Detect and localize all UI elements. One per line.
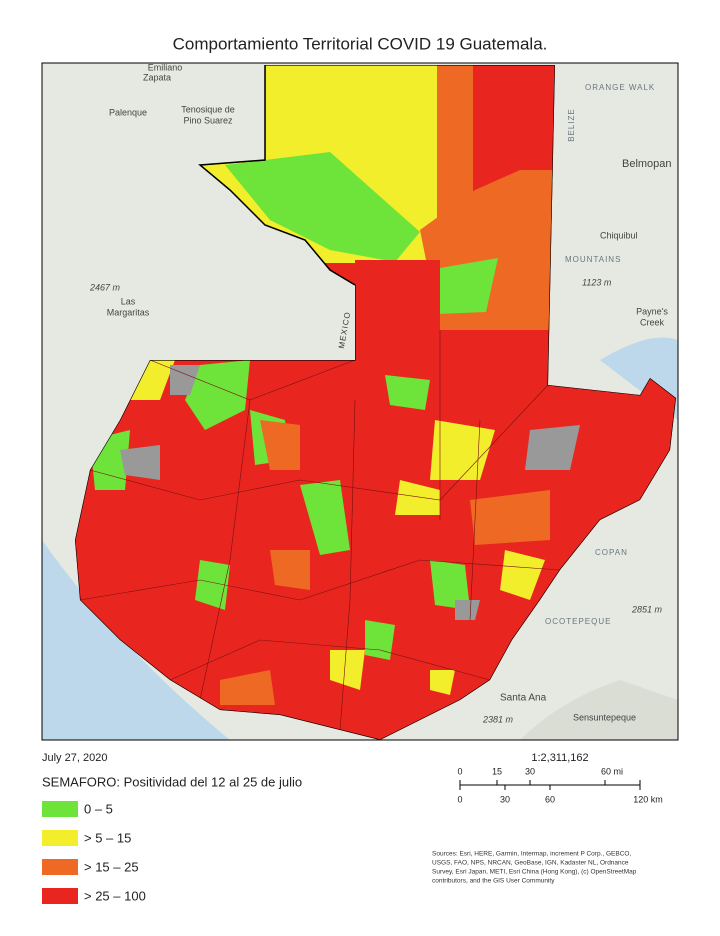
- region: [185, 360, 250, 430]
- scale-label: 15: [492, 766, 502, 776]
- no-data: [455, 600, 480, 620]
- place-label: Margaritas: [107, 307, 150, 317]
- place-label: Santa Ana: [500, 693, 547, 704]
- region: [430, 420, 495, 480]
- title: Comportamiento Territorial COVID 19 Guat…: [173, 34, 548, 53]
- region: [500, 550, 545, 600]
- region: [220, 670, 275, 705]
- place-label: BELIZE: [567, 108, 576, 142]
- scale-bar: 0 15 30 60 mi 0 30 60 120 km: [457, 766, 662, 804]
- region: [438, 258, 498, 314]
- legend-swatch: [42, 830, 78, 846]
- date: July 27, 2020: [42, 752, 107, 764]
- legend-title: SEMAFORO: Positividad del 12 al 25 de ju…: [42, 774, 302, 789]
- map: Emiliano Zapata Palenque Tenosique de Pi…: [42, 62, 678, 740]
- legend-label: 0 – 5: [84, 801, 113, 816]
- place-label: OCOTEPEQUE: [545, 617, 611, 626]
- place-label: 2851 m: [631, 604, 663, 614]
- place-label: Chiquibul: [600, 230, 638, 240]
- no-data: [120, 445, 160, 480]
- place-label: Pino Suarez: [183, 115, 233, 125]
- sources: Sources: Esri, HERE, Garmin, Intermap, i…: [432, 851, 631, 858]
- place-label: MOUNTAINS: [565, 255, 621, 264]
- region: [365, 620, 395, 660]
- sources: USGS, FAO, NPS, NRCAN, GeoBase, IGN, Kad…: [432, 860, 629, 867]
- region: [395, 480, 440, 515]
- scale-label: 60: [545, 794, 555, 804]
- place-label: Creek: [640, 317, 665, 327]
- place-label: 2381 m: [482, 714, 514, 724]
- legend-swatch: [42, 859, 78, 875]
- salvador: [520, 680, 678, 740]
- legend-label: > 25 – 100: [84, 888, 146, 903]
- no-data: [170, 365, 200, 395]
- place-label: 1123 m: [582, 277, 612, 287]
- scale-label: 60 mi: [601, 766, 623, 776]
- place-label: Las: [121, 296, 136, 306]
- region: [430, 560, 470, 610]
- place-label: Sensuntepeque: [573, 712, 636, 722]
- region: [355, 260, 440, 360]
- region: [330, 650, 365, 690]
- sources: contributors, and the GIS User Community: [432, 878, 555, 885]
- scale-label: 0: [457, 766, 462, 776]
- scale-label: 30: [500, 794, 510, 804]
- place-label: Emiliano: [148, 62, 183, 72]
- map-frame: [41, 62, 679, 741]
- region: [130, 360, 175, 400]
- place-label: ORANGE WALK: [585, 83, 655, 92]
- scale-label: 30: [525, 766, 535, 776]
- place-label: Zapata: [143, 72, 171, 82]
- legend-label: > 5 – 15: [84, 830, 131, 845]
- region: [430, 670, 455, 695]
- ocean: [42, 540, 230, 740]
- sources: Survey, Esri Japan, METI, Esri China (Ho…: [432, 869, 637, 876]
- no-data: [525, 425, 580, 470]
- legend-swatch: [42, 801, 78, 817]
- scale-label: 120 km: [633, 794, 663, 804]
- legend-swatch: [42, 888, 78, 904]
- place-label: Payne's: [636, 306, 668, 316]
- region: [385, 375, 430, 410]
- scale-label: 0: [457, 794, 462, 804]
- place-label: 2467 m: [89, 282, 121, 292]
- region: [225, 152, 420, 262]
- legend: 0 – 5 > 5 – 15 > 15 – 25 > 25 – 100: [42, 801, 146, 904]
- region: [195, 560, 230, 610]
- region: [300, 480, 350, 555]
- legend-label: > 15 – 25: [84, 859, 139, 874]
- place-label: Belmopan: [622, 158, 672, 170]
- place-label: COPAN: [595, 548, 628, 557]
- region: [270, 550, 310, 590]
- place-label: Tenosique de: [181, 104, 235, 114]
- region: [260, 420, 300, 470]
- region: [470, 490, 550, 545]
- place-label: Palenque: [109, 107, 147, 117]
- scale-ratio: 1:2,311,162: [531, 752, 588, 764]
- border: [198, 65, 356, 286]
